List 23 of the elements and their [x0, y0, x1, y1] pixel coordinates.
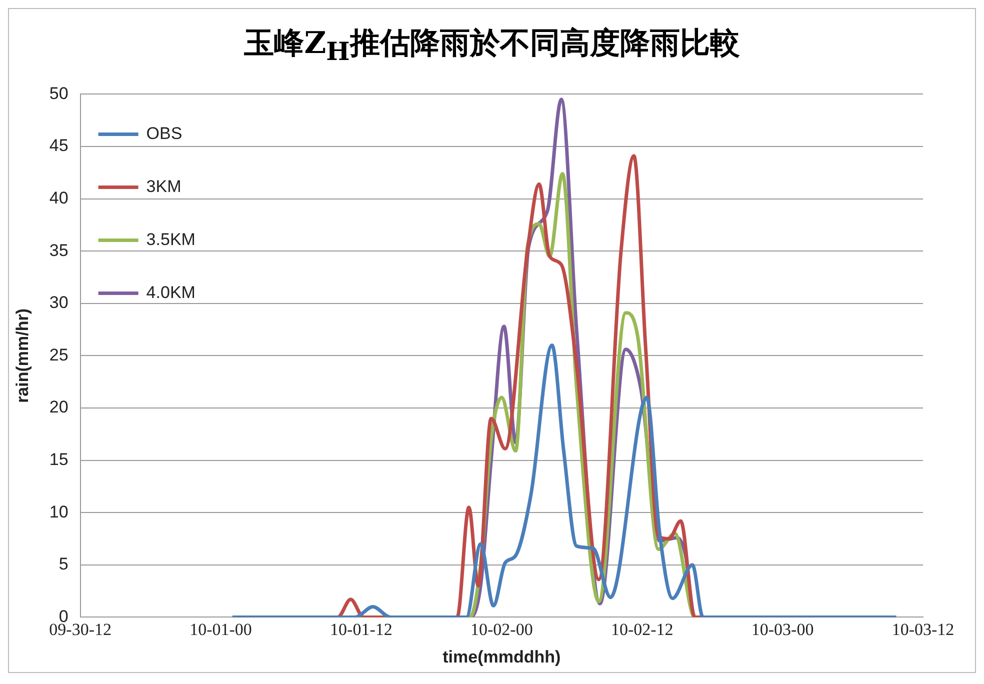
- legend-label: 3.5KM: [146, 230, 196, 249]
- x-axis-title: time(mmddhh): [442, 647, 561, 666]
- y-tick-label: 35: [49, 240, 68, 260]
- y-tick-label: 50: [49, 84, 68, 103]
- x-tick-label: 10-03-12: [892, 620, 954, 639]
- y-tick-label: 10: [49, 502, 68, 522]
- y-tick-label: 30: [49, 293, 68, 312]
- chart-title: 玉峰Z$_{H}$推估降雨於不同高度降雨比較: [243, 25, 741, 68]
- y-tick-label: 40: [49, 188, 68, 208]
- legend-label: 3KM: [146, 176, 182, 196]
- x-tick-label: 10-01-00: [190, 620, 252, 639]
- x-tick-label: 10-02-12: [610, 620, 674, 639]
- x-tick-label: 10-02-00: [470, 620, 533, 639]
- y-tick-label: 45: [49, 136, 68, 156]
- y-tick-label: 5: [58, 554, 68, 574]
- y-axis-title: rain(mm/hr): [12, 308, 32, 403]
- legend-label: 4.0KM: [146, 282, 196, 302]
- x-tick-label: 10-03-00: [751, 620, 814, 639]
- y-tick-label: 15: [49, 450, 68, 469]
- y-tick-label: 25: [49, 345, 68, 364]
- y-tick-label: 20: [49, 398, 68, 417]
- x-tick-label: 10-01-12: [330, 620, 392, 639]
- legend-label: OBS: [146, 124, 182, 143]
